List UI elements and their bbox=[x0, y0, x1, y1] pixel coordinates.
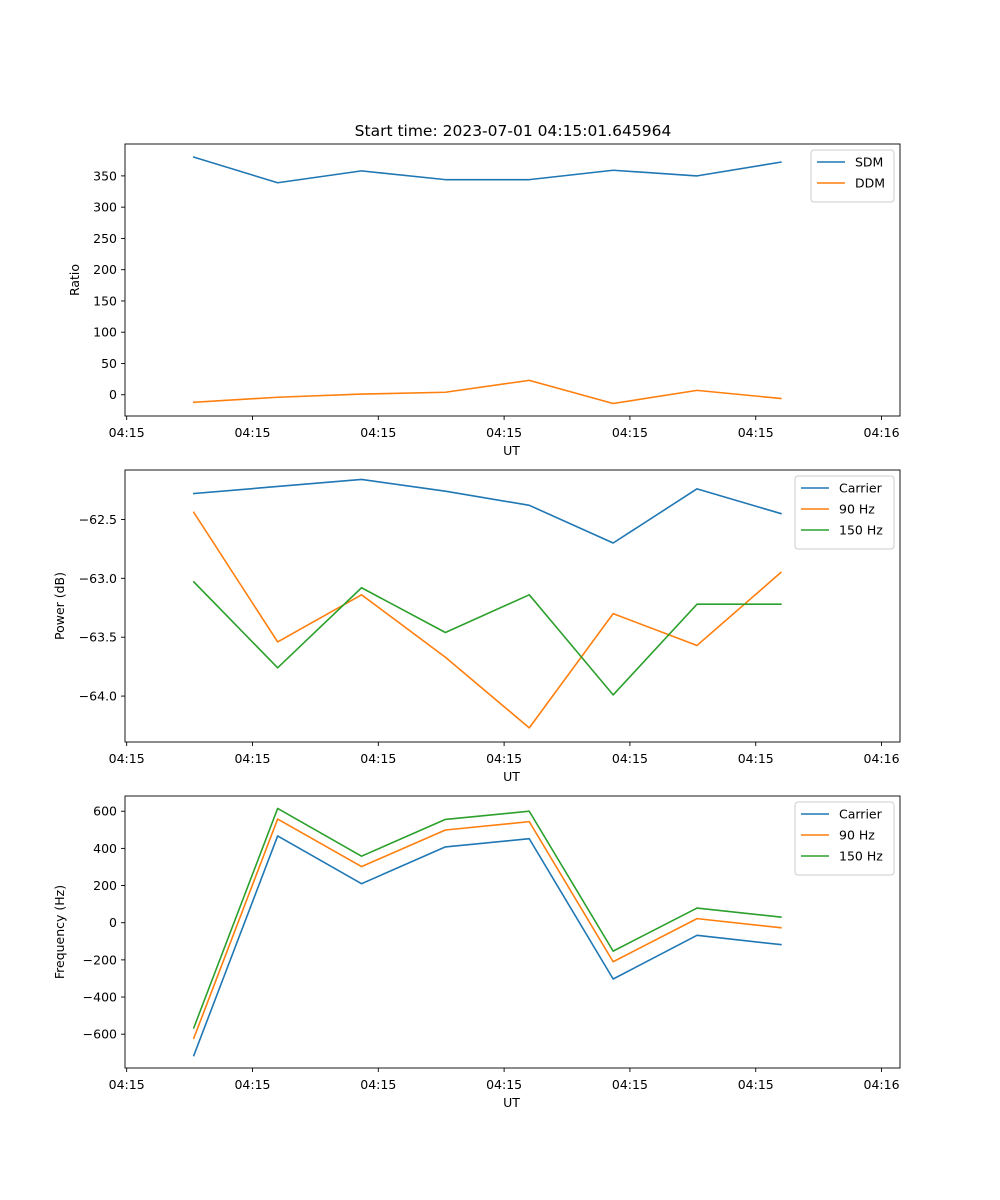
x-tick-label: 04:15 bbox=[486, 751, 522, 766]
y-tick-label: −63.0 bbox=[79, 571, 117, 586]
series-line-carrier bbox=[192, 835, 782, 1057]
legend-label: Carrier bbox=[839, 807, 883, 822]
series-line-sdm bbox=[192, 156, 782, 184]
legend-label: 90 Hz bbox=[839, 828, 875, 843]
y-tick-label: 200 bbox=[93, 878, 117, 893]
x-axis-label: UT bbox=[503, 769, 520, 784]
x-tick-label: 04:15 bbox=[360, 425, 396, 440]
legend-label: 150 Hz bbox=[839, 523, 883, 538]
x-tick-label: 04:15 bbox=[360, 751, 396, 766]
series-line-90-hz bbox=[192, 818, 782, 1040]
plot-frame bbox=[124, 795, 901, 1069]
x-tick-label: 04:15 bbox=[612, 751, 648, 766]
x-tick-label: 04:16 bbox=[864, 1077, 900, 1092]
legend-label: Carrier bbox=[839, 481, 883, 496]
series-line-90-hz bbox=[192, 511, 783, 729]
x-tick-label: 04:15 bbox=[738, 751, 774, 766]
figure-title: Start time: 2023-07-01 04:15:01.645964 bbox=[355, 122, 672, 140]
x-tick-label: 04:15 bbox=[612, 425, 648, 440]
y-tick-label: 0 bbox=[109, 387, 117, 402]
y-tick-label: 400 bbox=[93, 841, 117, 856]
y-tick-label: 150 bbox=[93, 293, 117, 308]
series-line-carrier bbox=[192, 478, 782, 544]
x-axis-label: UT bbox=[503, 443, 520, 458]
legend: Carrier 90 Hz 150 Hz bbox=[794, 801, 895, 876]
panel-3: 04:15 04:15 04:15 04:15 04:15 04:15 04:16 −600 −… bbox=[52, 795, 901, 1110]
y-axis-label: Ratio bbox=[67, 264, 82, 296]
y-tick-label: −400 bbox=[83, 990, 117, 1005]
y-tick-label: −63.5 bbox=[79, 630, 117, 645]
legend-label: 90 Hz bbox=[839, 502, 875, 517]
legend-label: DDM bbox=[855, 176, 885, 191]
series-line-150-hz bbox=[192, 580, 782, 696]
x-tick-label: 04:15 bbox=[109, 751, 145, 766]
plot-frame bbox=[124, 143, 901, 417]
x-axis-label: UT bbox=[503, 1095, 520, 1110]
x-tick-label: 04:16 bbox=[864, 751, 900, 766]
y-tick-label: 100 bbox=[93, 325, 117, 340]
y-axis-label: Power (dB) bbox=[52, 572, 67, 640]
y-tick-label: 350 bbox=[93, 168, 117, 183]
x-tick-label: 04:15 bbox=[109, 425, 145, 440]
panel-1: 04:15 04:15 04:15 04:15 04:15 04:15 04:16 0 50 10… bbox=[67, 143, 901, 458]
x-tick-label: 04:15 bbox=[234, 1077, 270, 1092]
x-tick-label: 04:15 bbox=[234, 751, 270, 766]
y-tick-label: −200 bbox=[83, 952, 117, 967]
y-tick-label: 50 bbox=[101, 356, 117, 371]
x-tick-label: 04:15 bbox=[738, 425, 774, 440]
series-line-150-hz bbox=[192, 807, 782, 1029]
series-line-ddm bbox=[192, 379, 782, 405]
y-tick-label: 200 bbox=[93, 262, 117, 277]
x-tick-label: 04:15 bbox=[109, 1077, 145, 1092]
x-tick-label: 04:15 bbox=[360, 1077, 396, 1092]
panel-2: 04:15 04:15 04:15 04:15 04:15 04:15 04:16 −64.0… bbox=[52, 469, 901, 784]
y-axis-label: Frequency (Hz) bbox=[52, 885, 67, 979]
y-tick-label: −600 bbox=[83, 1027, 117, 1042]
legend-box bbox=[810, 149, 895, 203]
legend-label: 150 Hz bbox=[839, 849, 883, 864]
y-tick-label: 600 bbox=[93, 804, 117, 819]
y-tick-label: 300 bbox=[93, 200, 117, 215]
y-tick-label: 0 bbox=[109, 915, 117, 930]
x-tick-label: 04:15 bbox=[486, 1077, 522, 1092]
x-tick-label: 04:15 bbox=[738, 1077, 774, 1092]
y-tick-label: −62.5 bbox=[79, 512, 117, 527]
x-tick-label: 04:15 bbox=[486, 425, 522, 440]
legend: Carrier 90 Hz 150 Hz bbox=[794, 475, 895, 550]
y-tick-label: 250 bbox=[93, 231, 117, 246]
plot-frame bbox=[124, 469, 901, 743]
y-tick-label: −64.0 bbox=[79, 689, 117, 704]
x-tick-label: 04:15 bbox=[612, 1077, 648, 1092]
x-tick-label: 04:15 bbox=[234, 425, 270, 440]
legend-label: SDM bbox=[855, 155, 883, 170]
x-tick-label: 04:16 bbox=[864, 425, 900, 440]
legend: SDM DDM bbox=[810, 149, 895, 203]
